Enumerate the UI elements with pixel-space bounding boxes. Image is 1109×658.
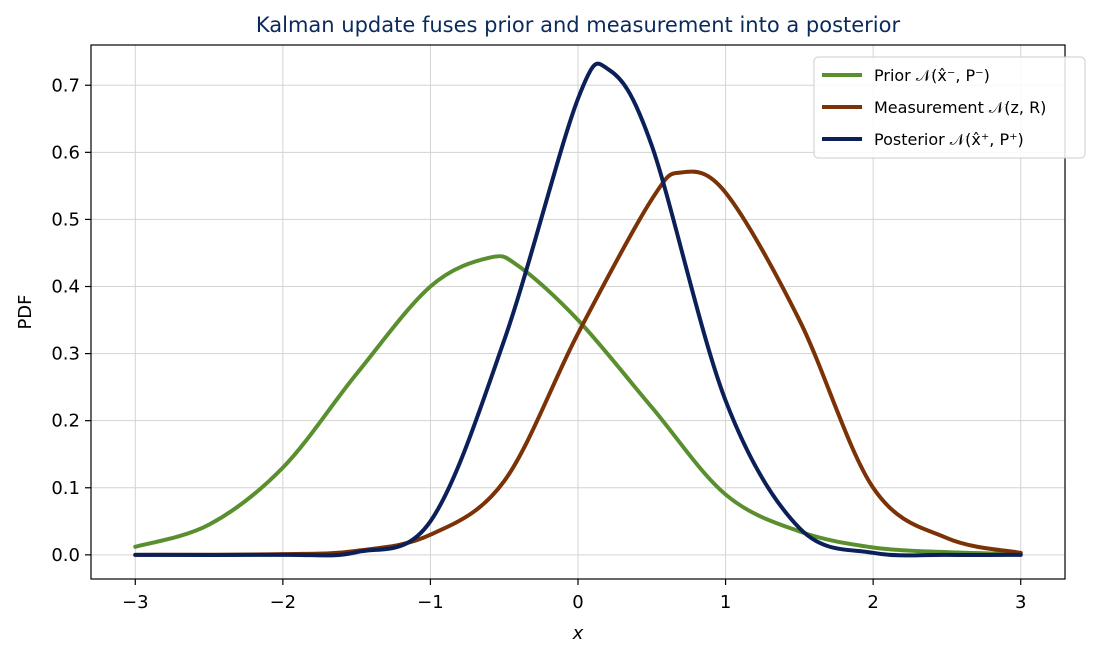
x-axis-label: x xyxy=(572,623,584,644)
x-tick-label: −2 xyxy=(270,592,297,613)
legend: Prior 𝒩(x̂⁻, P⁻) Measurement 𝒩(z, R) Poste… xyxy=(813,56,1086,159)
x-tick-label: −1 xyxy=(417,592,444,613)
x-tick-label: 1 xyxy=(720,592,731,613)
axis-ticks: −3 −2 −1 0 1 2 3 0.0 0.1 0.2 0.3 0.4 0.5 0.6 0.7 xyxy=(51,75,1026,613)
x-tick-label: −3 xyxy=(122,592,149,613)
y-tick-label: 0.0 xyxy=(51,545,80,566)
legend-entry-prior: Prior 𝒩(x̂⁻, P⁻) xyxy=(822,66,990,85)
series-lines xyxy=(133,61,1023,558)
y-tick-label: 0.5 xyxy=(51,209,80,230)
legend-label: Posterior 𝒩(x̂⁺, P⁺) xyxy=(874,130,1024,149)
x-tick-label: 0 xyxy=(572,592,583,613)
x-tick-label: 2 xyxy=(867,592,878,613)
y-tick-label: 0.2 xyxy=(51,411,80,432)
chart-title: Kalman update fuses prior and measuremen… xyxy=(256,13,901,37)
y-tick-label: 0.6 xyxy=(51,142,80,163)
y-tick-label: 0.3 xyxy=(51,344,80,365)
legend-entry-posterior: Posterior 𝒩(x̂⁺, P⁺) xyxy=(822,130,1024,149)
legend-label: Measurement 𝒩(z, R) xyxy=(874,98,1046,117)
x-tick-label: 3 xyxy=(1015,592,1026,613)
legend-box xyxy=(813,56,1086,159)
posterior-line xyxy=(133,61,1023,558)
y-tick-label: 0.4 xyxy=(51,277,80,298)
legend-entry-measurement: Measurement 𝒩(z, R) xyxy=(822,98,1046,117)
y-tick-label: 0.7 xyxy=(51,75,80,96)
y-tick-label: 0.1 xyxy=(51,478,80,499)
y-axis-label: PDF xyxy=(15,294,36,329)
legend-label: Prior 𝒩(x̂⁻, P⁻) xyxy=(874,66,990,85)
prior-line xyxy=(133,254,1023,557)
